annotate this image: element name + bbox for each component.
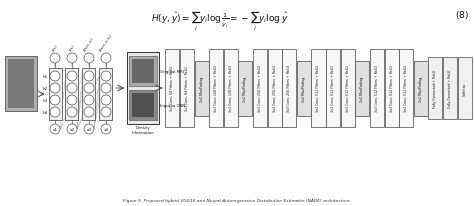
Text: h2: h2 (42, 87, 47, 91)
Circle shape (84, 54, 94, 64)
Circle shape (50, 72, 60, 82)
Circle shape (84, 96, 94, 105)
Text: h3: h3 (42, 98, 47, 103)
FancyBboxPatch shape (132, 60, 154, 84)
FancyBboxPatch shape (458, 58, 472, 119)
Text: 2x2 MaxPooling: 2x2 MaxPooling (200, 76, 203, 101)
FancyBboxPatch shape (5, 57, 37, 111)
FancyBboxPatch shape (443, 58, 457, 119)
Text: Softmax: Softmax (463, 82, 467, 95)
FancyBboxPatch shape (82, 69, 95, 121)
FancyBboxPatch shape (341, 50, 355, 127)
Circle shape (67, 72, 77, 82)
Text: 3x3 Conv, 64 Filters + ReLU: 3x3 Conv, 64 Filters + ReLU (185, 66, 189, 111)
Circle shape (50, 84, 60, 94)
Circle shape (101, 54, 111, 64)
Text: x3: x3 (86, 127, 91, 131)
Circle shape (101, 84, 111, 94)
Circle shape (67, 96, 77, 105)
Text: h4: h4 (42, 110, 47, 115)
Text: Fully Connected + ReLU: Fully Connected + ReLU (433, 69, 438, 108)
Text: Figure 5. Proposed hybrid VGG16 and Neural Autoregressive Distribution Estimator: Figure 5. Proposed hybrid VGG16 and Neur… (123, 198, 351, 202)
FancyBboxPatch shape (209, 50, 223, 127)
Circle shape (50, 124, 60, 134)
Text: 2x2 MaxPooling: 2x2 MaxPooling (360, 76, 365, 101)
FancyBboxPatch shape (311, 50, 326, 127)
Text: 3x3 Conv, 64 Filters + ReLU: 3x3 Conv, 64 Filters + ReLU (170, 66, 174, 111)
Text: x4: x4 (103, 127, 109, 131)
Circle shape (84, 108, 94, 117)
Text: Density
Information: Density Information (132, 125, 155, 134)
FancyBboxPatch shape (224, 50, 238, 127)
Text: 2x2 MaxPooling: 2x2 MaxPooling (302, 76, 306, 101)
Circle shape (101, 96, 111, 105)
FancyBboxPatch shape (253, 50, 267, 127)
Text: 3x3 Conv, 256 Filters + ReLU: 3x3 Conv, 256 Filters + ReLU (287, 65, 291, 112)
FancyBboxPatch shape (8, 60, 34, 109)
Text: x2: x2 (69, 127, 74, 131)
FancyBboxPatch shape (129, 57, 157, 87)
FancyBboxPatch shape (48, 69, 62, 121)
FancyBboxPatch shape (65, 69, 79, 121)
FancyBboxPatch shape (297, 61, 311, 116)
Text: 3x3 Conv, 512 Filters + ReLU: 3x3 Conv, 512 Filters + ReLU (390, 65, 393, 112)
Text: $(8)$: $(8)$ (455, 9, 469, 21)
Text: Original MRI: Original MRI (160, 70, 184, 74)
Circle shape (50, 108, 60, 117)
FancyBboxPatch shape (238, 61, 253, 116)
Text: p(x₁): p(x₁) (51, 43, 59, 52)
FancyBboxPatch shape (100, 69, 112, 121)
FancyBboxPatch shape (399, 50, 413, 127)
Circle shape (101, 72, 111, 82)
Circle shape (67, 84, 77, 94)
Circle shape (101, 124, 111, 134)
FancyBboxPatch shape (180, 50, 194, 127)
Circle shape (67, 108, 77, 117)
Text: p(x₂): p(x₂) (68, 43, 76, 52)
Circle shape (50, 54, 60, 64)
Text: 2x2 MaxPooling: 2x2 MaxPooling (419, 76, 423, 101)
Text: h1: h1 (42, 75, 47, 79)
FancyBboxPatch shape (370, 50, 384, 127)
Text: 3x3 Conv, 256 Filters + ReLU: 3x3 Conv, 256 Filters + ReLU (273, 65, 277, 112)
Text: x1: x1 (53, 127, 57, 131)
FancyBboxPatch shape (356, 61, 369, 116)
Circle shape (50, 96, 60, 105)
Text: 3x3 Conv, 256 Filters + ReLU: 3x3 Conv, 256 Filters + ReLU (258, 65, 262, 112)
Text: 3x3 Conv, 128 Filters + ReLU: 3x3 Conv, 128 Filters + ReLU (229, 65, 233, 112)
FancyBboxPatch shape (268, 50, 282, 127)
FancyBboxPatch shape (127, 53, 159, 124)
Circle shape (84, 84, 94, 94)
Text: p(x₄|x₁,x₂,x₃): p(x₄|x₁,x₂,x₃) (99, 33, 113, 52)
Text: Fully Connected + ReLU: Fully Connected + ReLU (448, 69, 452, 108)
FancyBboxPatch shape (414, 61, 428, 116)
Circle shape (84, 72, 94, 82)
Circle shape (67, 54, 77, 64)
Text: p(x₃|x₁,x₂): p(x₃|x₁,x₂) (83, 36, 95, 52)
FancyBboxPatch shape (129, 91, 157, 121)
Text: Input to CNN: Input to CNN (160, 103, 185, 108)
Circle shape (67, 124, 77, 134)
Text: 3x3 Conv, 512 Filters + ReLU: 3x3 Conv, 512 Filters + ReLU (317, 65, 320, 112)
Text: 3x3 Conv, 512 Filters + ReLU: 3x3 Conv, 512 Filters + ReLU (375, 65, 379, 112)
Text: $H(y,\hat{y}) = \sum_i y_i\log\frac{1}{\hat{y}_i} = -\sum_i y_i\log\hat{y}$: $H(y,\hat{y}) = \sum_i y_i\log\frac{1}{\… (151, 9, 289, 32)
Text: 3x3 Conv, 128 Filters + ReLU: 3x3 Conv, 128 Filters + ReLU (214, 65, 218, 112)
FancyBboxPatch shape (384, 50, 399, 127)
Circle shape (101, 108, 111, 117)
FancyBboxPatch shape (194, 61, 209, 116)
FancyBboxPatch shape (326, 50, 340, 127)
Text: 3x3 Conv, 512 Filters + ReLU: 3x3 Conv, 512 Filters + ReLU (346, 65, 350, 112)
FancyBboxPatch shape (428, 58, 442, 119)
Text: 2x2 MaxPooling: 2x2 MaxPooling (244, 76, 247, 101)
FancyBboxPatch shape (132, 94, 154, 117)
Circle shape (84, 124, 94, 134)
FancyBboxPatch shape (282, 50, 296, 127)
FancyBboxPatch shape (165, 50, 179, 127)
Text: 3x3 Conv, 512 Filters + ReLU: 3x3 Conv, 512 Filters + ReLU (404, 65, 408, 112)
Text: 3x3 Conv, 512 Filters + ReLU: 3x3 Conv, 512 Filters + ReLU (331, 65, 335, 112)
